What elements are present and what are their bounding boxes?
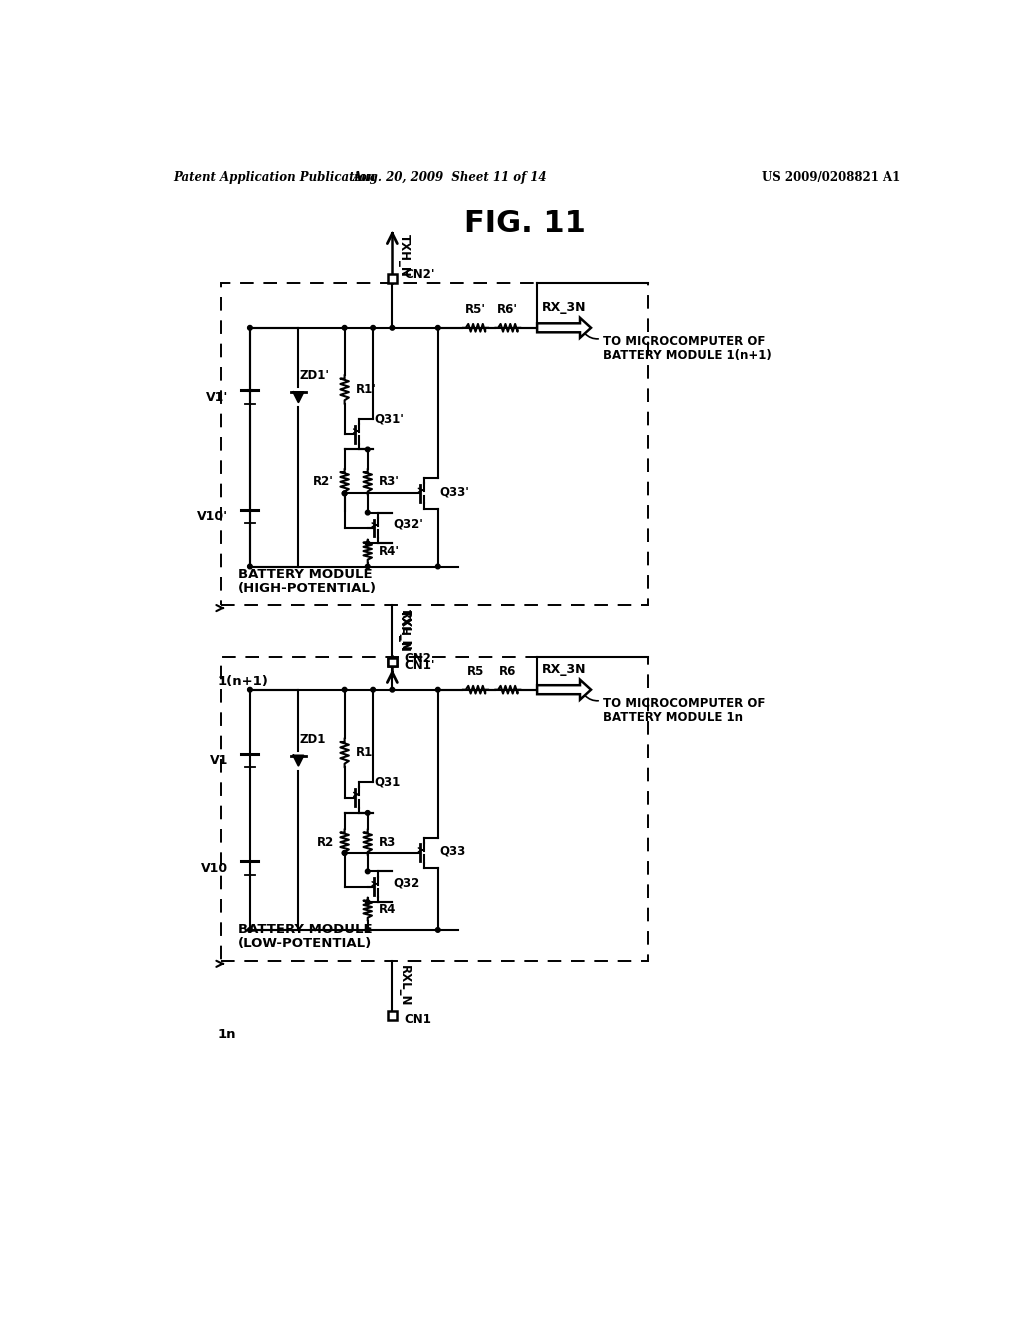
Circle shape <box>342 850 347 855</box>
Text: R2: R2 <box>316 836 334 849</box>
Circle shape <box>435 928 440 932</box>
Text: R5: R5 <box>467 665 484 678</box>
Circle shape <box>366 511 370 515</box>
Text: RXL_N: RXL_N <box>398 965 412 1007</box>
Circle shape <box>248 564 252 569</box>
Text: US 2009/0208821 A1: US 2009/0208821 A1 <box>762 172 900 185</box>
Circle shape <box>390 688 394 692</box>
Text: CN2: CN2 <box>404 652 431 665</box>
Bar <box>388 657 396 667</box>
Circle shape <box>366 928 370 932</box>
Polygon shape <box>294 392 303 403</box>
Circle shape <box>366 564 370 569</box>
Text: TO MICROCOMPUTER OF: TO MICROCOMPUTER OF <box>602 697 765 710</box>
Text: CN1: CN1 <box>404 1012 431 1026</box>
Text: Q33': Q33' <box>439 486 469 499</box>
Text: (LOW-POTENTIAL): (LOW-POTENTIAL) <box>239 937 373 950</box>
Text: ZD1: ZD1 <box>300 733 327 746</box>
Text: V1': V1' <box>206 391 228 404</box>
Text: Patent Application Publication: Patent Application Publication <box>173 172 375 185</box>
Text: R1': R1' <box>355 383 376 396</box>
Text: Q32: Q32 <box>393 876 420 890</box>
Circle shape <box>342 688 347 692</box>
Text: R6': R6' <box>498 304 518 317</box>
Circle shape <box>248 326 252 330</box>
Text: V10: V10 <box>202 862 228 875</box>
Text: BATTERY MODULE 1(n+1): BATTERY MODULE 1(n+1) <box>602 348 771 362</box>
Text: R2': R2' <box>313 475 334 488</box>
Bar <box>388 657 396 667</box>
Text: ZD1': ZD1' <box>300 370 330 381</box>
Circle shape <box>366 541 370 545</box>
Polygon shape <box>538 318 591 338</box>
Circle shape <box>371 688 376 692</box>
Text: FIG. 11: FIG. 11 <box>464 210 586 239</box>
Circle shape <box>366 869 370 874</box>
Text: BATTERY MODULE: BATTERY MODULE <box>239 568 373 581</box>
Circle shape <box>366 447 370 451</box>
Text: Q33: Q33 <box>439 845 466 858</box>
Text: Aug. 20, 2009  Sheet 11 of 14: Aug. 20, 2009 Sheet 11 of 14 <box>353 172 548 185</box>
Circle shape <box>435 564 440 569</box>
Text: RX_3N: RX_3N <box>542 663 587 676</box>
Text: R1: R1 <box>355 746 373 759</box>
Polygon shape <box>294 755 303 766</box>
Circle shape <box>342 850 347 855</box>
Text: TXH_N: TXH_N <box>398 609 412 652</box>
Circle shape <box>371 326 376 330</box>
Text: 1(n+1): 1(n+1) <box>217 676 268 689</box>
Text: CN2': CN2' <box>404 268 435 281</box>
Circle shape <box>342 326 347 330</box>
Bar <box>388 1011 396 1019</box>
Circle shape <box>435 688 440 692</box>
Text: R4: R4 <box>379 903 396 916</box>
Text: R5': R5' <box>465 304 486 317</box>
Text: V1: V1 <box>210 754 228 767</box>
Text: CN1': CN1' <box>404 659 435 672</box>
Bar <box>388 275 396 282</box>
Circle shape <box>248 928 252 932</box>
Text: TXH_N: TXH_N <box>398 234 412 277</box>
Bar <box>221 657 648 961</box>
Text: 1n: 1n <box>217 1028 237 1041</box>
Circle shape <box>366 900 370 904</box>
Circle shape <box>390 326 394 330</box>
Bar <box>221 284 648 605</box>
Circle shape <box>248 688 252 692</box>
Circle shape <box>435 326 440 330</box>
Text: Q31: Q31 <box>375 776 401 788</box>
Text: R4': R4' <box>379 545 399 557</box>
Polygon shape <box>538 680 591 700</box>
Text: R6: R6 <box>499 665 516 678</box>
Text: RX_3N: RX_3N <box>542 301 587 314</box>
Circle shape <box>342 491 347 496</box>
Text: TO MICROCOMPUTER OF: TO MICROCOMPUTER OF <box>602 335 765 348</box>
Text: V10': V10' <box>198 510 228 523</box>
Text: Q32': Q32' <box>393 517 423 531</box>
Text: (HIGH-POTENTIAL): (HIGH-POTENTIAL) <box>239 582 378 594</box>
Text: Q31': Q31' <box>375 412 404 425</box>
Text: R3': R3' <box>379 475 399 488</box>
Text: RXL_N: RXL_N <box>398 610 412 652</box>
Text: R3: R3 <box>379 836 395 849</box>
Text: BATTERY MODULE: BATTERY MODULE <box>239 924 373 936</box>
Circle shape <box>342 491 347 496</box>
Text: BATTERY MODULE 1n: BATTERY MODULE 1n <box>602 711 742 723</box>
Circle shape <box>366 810 370 816</box>
